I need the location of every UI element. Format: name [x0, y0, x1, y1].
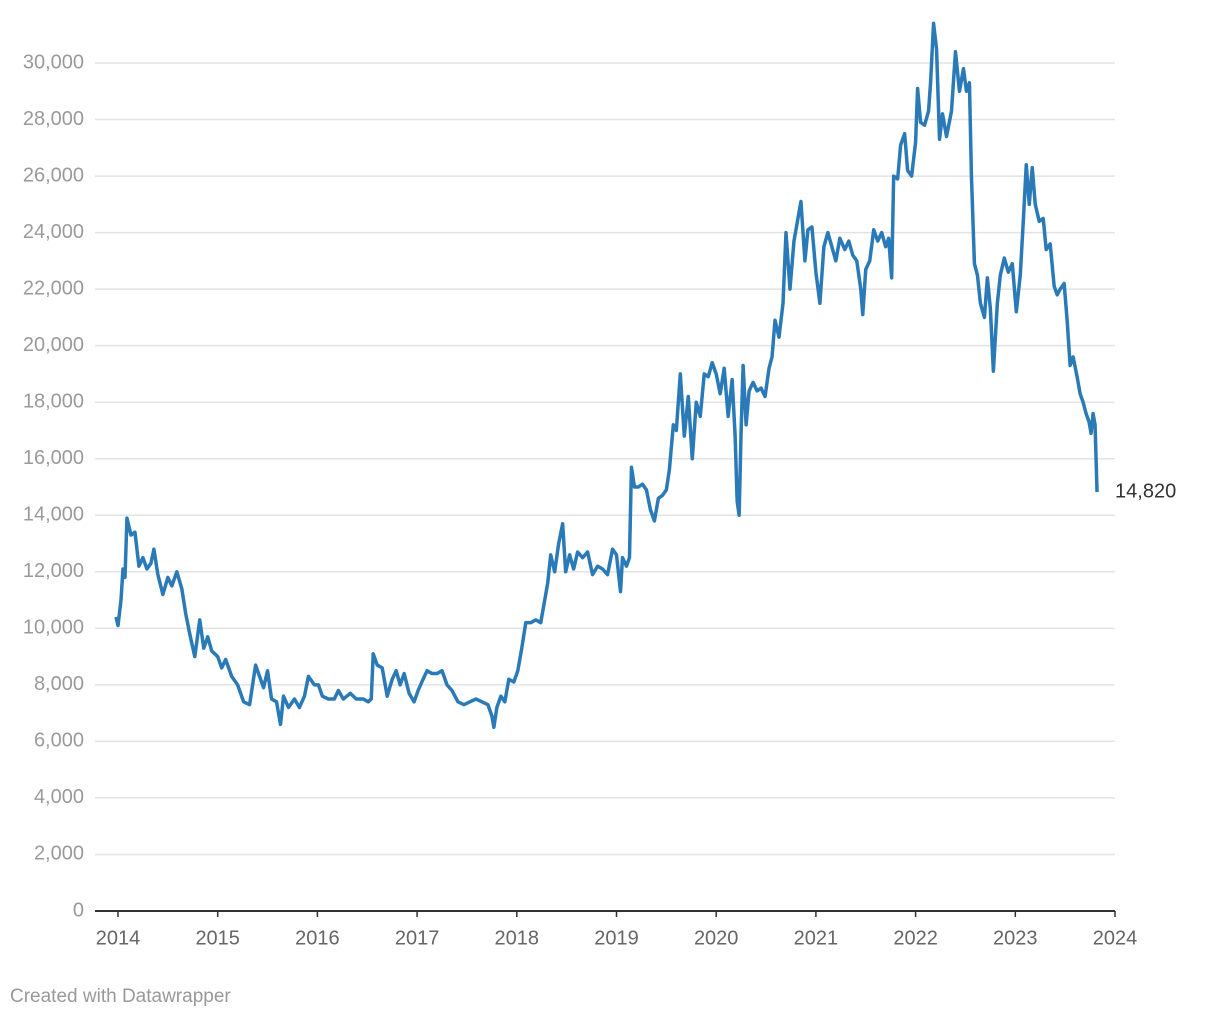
y-tick-label: 26,000	[23, 164, 84, 186]
y-tick-label: 28,000	[23, 108, 84, 130]
y-tick-label: 6,000	[34, 730, 84, 752]
y-tick-label: 22,000	[23, 277, 84, 299]
y-tick-label: 12,000	[23, 560, 84, 582]
y-tick-label: 0	[73, 899, 84, 921]
annotation: 14,820	[1115, 480, 1176, 502]
y-tick-label: 8,000	[34, 673, 84, 695]
x-tick-label: 2014	[96, 927, 141, 949]
y-tick-label: 10,000	[23, 617, 84, 639]
x-tick-label: 2024	[1093, 927, 1138, 949]
y-tick-label: 24,000	[23, 221, 84, 243]
x-tick-label: 2016	[295, 927, 340, 949]
line	[114, 21, 1099, 730]
y-tick-label: 16,000	[23, 447, 84, 469]
x-tick-label: 2015	[195, 927, 240, 949]
x-tick-label: 2017	[395, 927, 440, 949]
x-tick-label: 2022	[893, 927, 938, 949]
y-tick-label: 4,000	[34, 786, 84, 808]
source: Created with Datawrapper	[10, 986, 231, 1007]
y-tick-label: 2,000	[34, 843, 84, 865]
x-tick-label: 2019	[594, 927, 639, 949]
x-tick-label: 2021	[794, 927, 839, 949]
y-tick-label: 14,000	[23, 504, 84, 526]
y-tick-label: 20,000	[23, 334, 84, 356]
y-tick-label: 30,000	[23, 51, 84, 73]
x-tick-label: 2018	[495, 927, 540, 949]
x-tick-label: 2023	[993, 927, 1038, 949]
x-tick-label: 2020	[694, 927, 739, 949]
y-tick-label: 18,000	[23, 390, 84, 412]
